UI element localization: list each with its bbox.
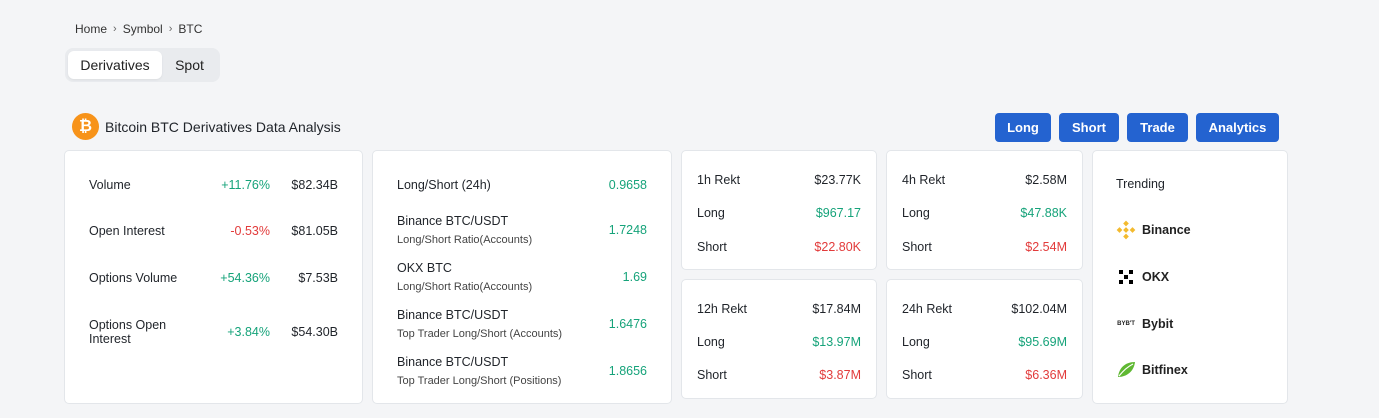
- ratio-title: OKX BTC: [397, 261, 452, 275]
- ratio-value: 1.7248: [608, 223, 647, 237]
- ratio-title: Binance BTC/USDT: [397, 214, 509, 228]
- bitfinex-icon: [1116, 360, 1136, 380]
- rekt-short-value: $2.54M: [1025, 240, 1067, 254]
- rekt-label: 4h Rekt: [902, 173, 946, 187]
- breadcrumb: Home › Symbol › BTC: [75, 22, 202, 36]
- stat-row-options-volume[interactable]: Options Volume +54.36% $7.53B: [89, 271, 338, 285]
- binance-icon: [1116, 220, 1136, 240]
- stat-change: +11.76%: [221, 178, 270, 192]
- rekt-card-24h[interactable]: 24h Rekt $102.04M Long $95.69M Short $6.36M: [886, 279, 1083, 399]
- breadcrumb-current: BTC: [178, 22, 203, 36]
- rekt-long-value: $967.17: [815, 206, 861, 220]
- rekt-total: $17.84M: [812, 302, 861, 316]
- rekt-long-value: $95.69M: [1018, 335, 1067, 349]
- rekt-total: $2.58M: [1025, 173, 1067, 187]
- ratio-value: 0.9658: [608, 178, 647, 192]
- rekt-total: $23.77K: [814, 173, 861, 187]
- stat-change: +54.36%: [220, 271, 270, 285]
- stat-label: Volume: [89, 178, 131, 192]
- rekt-card-4h[interactable]: 4h Rekt $2.58M Long $47.88K Short $2.54M: [886, 150, 1083, 270]
- rekt-long-label: Long: [902, 335, 930, 349]
- ratio-row[interactable]: Long/Short (24h) 0.9658: [397, 178, 647, 192]
- okx-icon: [1116, 267, 1136, 287]
- rekt-short-value: $6.36M: [1025, 368, 1067, 382]
- trending-exchange-binance[interactable]: Binance: [1116, 220, 1191, 240]
- rekt-total: $102.04M: [1011, 302, 1067, 316]
- analytics-button[interactable]: Analytics: [1196, 113, 1279, 142]
- rekt-short-value: $22.80K: [814, 240, 861, 254]
- ratio-subtitle: Long/Short Ratio(Accounts): [397, 281, 533, 293]
- ratio-title: Binance BTC/USDT: [397, 308, 509, 322]
- short-button[interactable]: Short: [1059, 113, 1119, 142]
- trending-exchange-bitfinex[interactable]: Bitfinex: [1116, 360, 1188, 380]
- stat-row-options-open-interest[interactable]: Options Open Interest +3.84% $54.30B: [89, 318, 338, 346]
- volume-card: Volume +11.76% $82.34B Open Interest -0.…: [64, 150, 363, 404]
- ratio-subtitle: Long/Short Ratio(Accounts): [397, 234, 533, 246]
- ratio-value: 1.8656: [608, 364, 647, 378]
- breadcrumb-separator: ›: [113, 23, 117, 35]
- rekt-card-1h[interactable]: 1h Rekt $23.77K Long $967.17 Short $22.80K: [681, 150, 877, 270]
- stat-change: -0.53%: [230, 224, 270, 238]
- rekt-short-label: Short: [902, 368, 932, 382]
- tab-spot[interactable]: Spot: [175, 57, 204, 73]
- long-short-card: Long/Short (24h) 0.9658 Binance BTC/USDT…: [372, 150, 672, 404]
- exchange-name: Bitfinex: [1142, 363, 1188, 377]
- stat-value: $54.30B: [291, 325, 338, 339]
- exchange-name: Bybit: [1142, 317, 1174, 331]
- ratio-title: Long/Short (24h): [397, 178, 491, 192]
- ratio-subtitle: Top Trader Long/Short (Accounts): [397, 328, 563, 340]
- breadcrumb-home[interactable]: Home: [75, 22, 108, 36]
- market-type-tabs: Derivatives Spot: [65, 48, 220, 82]
- long-button[interactable]: Long: [995, 113, 1051, 142]
- page-header: ₿ Bitcoin BTC Derivatives Data Analysis: [72, 113, 341, 140]
- stat-value: $81.05B: [291, 224, 338, 238]
- rekt-short-label: Short: [697, 240, 727, 254]
- rekt-label: 12h Rekt: [697, 302, 748, 316]
- stat-row-volume[interactable]: Volume +11.76% $82.34B: [89, 178, 338, 192]
- trending-exchange-okx[interactable]: OKX: [1116, 267, 1169, 287]
- rekt-long-label: Long: [902, 206, 930, 220]
- rekt-long-label: Long: [697, 335, 725, 349]
- ratio-subtitle: Top Trader Long/Short (Positions): [397, 375, 562, 387]
- ratio-row[interactable]: Binance BTC/USDT Top Trader Long/Short (P…: [397, 355, 647, 387]
- stat-change: +3.84%: [227, 325, 270, 339]
- trending-exchange-bybit[interactable]: BYB'T Bybit: [1116, 314, 1173, 334]
- rekt-short-label: Short: [902, 240, 932, 254]
- stat-row-open-interest[interactable]: Open Interest -0.53% $81.05B: [89, 224, 338, 238]
- exchange-name: Binance: [1142, 223, 1191, 237]
- stat-label: Options Open Interest: [89, 318, 167, 346]
- ratio-value: 1.69: [622, 270, 647, 284]
- ratio-row[interactable]: Binance BTC/USDT Long/Short Ratio(Account…: [397, 214, 647, 246]
- trending-title: Trending: [1116, 177, 1165, 191]
- ratio-title: Binance BTC/USDT: [397, 355, 509, 369]
- breadcrumb-symbol[interactable]: Symbol: [122, 22, 163, 36]
- trade-button[interactable]: Trade: [1127, 113, 1188, 142]
- rekt-label: 24h Rekt: [902, 302, 953, 316]
- rekt-short-label: Short: [697, 368, 727, 382]
- rekt-card-12h[interactable]: 12h Rekt $17.84M Long $13.97M Short $3.87M: [681, 279, 877, 399]
- rekt-label: 1h Rekt: [697, 173, 741, 187]
- bitcoin-icon: ₿: [72, 113, 99, 140]
- rekt-long-value: $13.97M: [812, 335, 861, 349]
- ratio-value: 1.6476: [608, 317, 647, 331]
- page-title: Bitcoin BTC Derivatives Data Analysis: [105, 118, 341, 135]
- rekt-short-value: $3.87M: [819, 368, 861, 382]
- ratio-row[interactable]: OKX BTC Long/Short Ratio(Accounts) 1.69: [397, 261, 647, 293]
- stat-value: $82.34B: [291, 178, 338, 192]
- ratio-row[interactable]: Binance BTC/USDT Top Trader Long/Short (A…: [397, 308, 647, 340]
- bybit-icon: BYB'T: [1117, 321, 1135, 327]
- rekt-long-value: $47.88K: [1020, 206, 1067, 220]
- exchange-name: OKX: [1142, 270, 1170, 284]
- rekt-long-label: Long: [697, 206, 725, 220]
- stat-label: Options Volume: [89, 271, 178, 285]
- action-buttons: Long Short Trade Analytics: [995, 113, 1279, 142]
- breadcrumb-separator: ›: [168, 23, 173, 35]
- tab-derivatives[interactable]: Derivatives: [68, 51, 162, 79]
- trending-card: Trending Binance: [1092, 150, 1288, 404]
- stat-value: $7.53B: [298, 271, 338, 285]
- stat-label: Open Interest: [89, 224, 165, 238]
